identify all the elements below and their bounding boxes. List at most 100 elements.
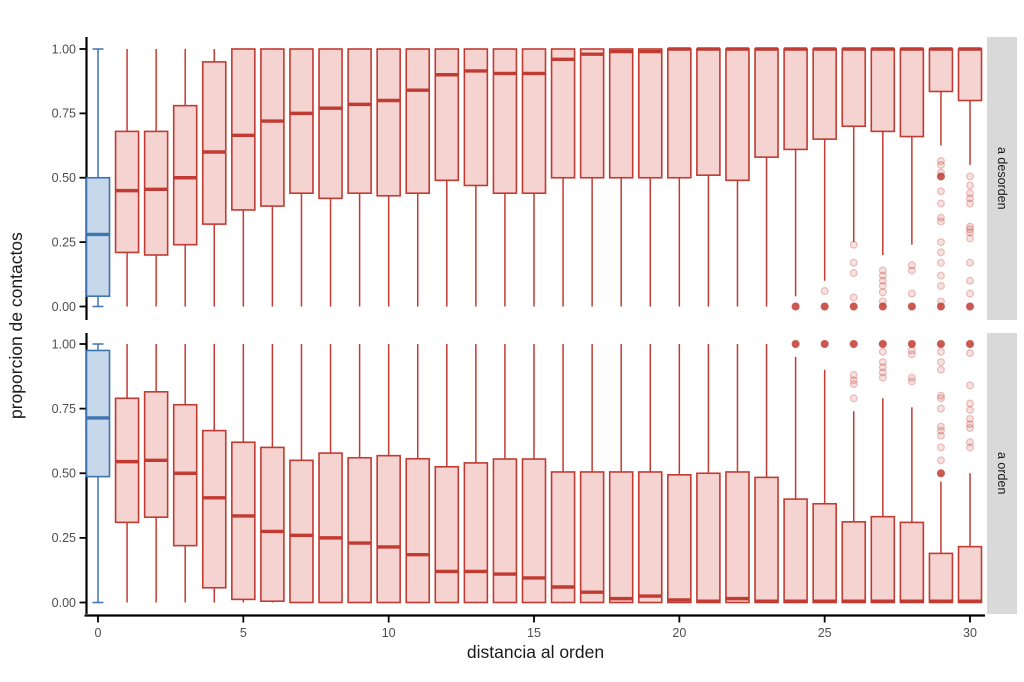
y-tick-label: 0.00 [52, 596, 76, 610]
boxplot-x30 [957, 47, 983, 311]
outlier-point [878, 368, 887, 377]
facet-strip-a-orden: a orden [987, 333, 1017, 614]
outlier-point [878, 276, 887, 285]
outlier-point [878, 373, 887, 382]
outlier-point [849, 240, 858, 249]
outlier-point [966, 234, 975, 243]
y-tick-label: 0.25 [52, 235, 76, 249]
boxplot-x16 [550, 344, 576, 604]
outlier-point [849, 269, 858, 278]
boxplot-x28 [899, 340, 925, 604]
boxplot-x19 [637, 344, 663, 604]
boxplot-x23 [754, 47, 779, 307]
box-iqr [492, 458, 518, 604]
boxplot-x8 [318, 48, 343, 307]
boxplot-x24 [783, 340, 808, 604]
outlier-point [878, 281, 887, 290]
boxplot-x20 [667, 344, 692, 604]
box-iqr [783, 498, 808, 604]
boxplot-x15 [521, 344, 547, 604]
boxplot-x16 [550, 48, 576, 307]
boxplot-x9 [347, 344, 372, 604]
box-iqr [754, 48, 779, 158]
box-iqr [667, 474, 692, 604]
outlier-point [966, 276, 975, 285]
outlier-point [907, 377, 916, 386]
box-iqr [928, 48, 954, 93]
box-iqr [172, 403, 198, 547]
outlier-point [907, 261, 916, 270]
box-iqr [957, 48, 983, 102]
boxplot-x14 [492, 344, 518, 604]
y-tick-label: 0.25 [52, 531, 76, 545]
box-iqr [696, 48, 721, 176]
facet-strip-a-desorden: a desorden [987, 37, 1017, 320]
box-iqr [434, 465, 460, 604]
outlier-point [936, 160, 945, 169]
boxplot-x19 [637, 48, 663, 307]
boxplot-x7 [289, 48, 314, 307]
boxplot-x7 [289, 344, 314, 604]
outlier-point [966, 289, 975, 298]
outlier-point-dark [849, 340, 858, 348]
box-iqr [667, 48, 692, 179]
boxplot-x10 [376, 344, 401, 604]
outlier-point [966, 438, 975, 447]
outlier-point-dark [936, 302, 945, 311]
outlier-point-dark [966, 302, 975, 311]
outlier-point-dark [849, 302, 858, 311]
outlier-point [936, 199, 945, 208]
boxplot-x26 [841, 340, 867, 604]
outlier-point-dark [878, 302, 887, 311]
outlier-point [878, 271, 887, 280]
y-tick-label: 1.00 [52, 42, 76, 56]
outlier-point-dark [791, 340, 800, 348]
box-iqr [812, 48, 837, 140]
box-iqr [463, 48, 489, 187]
box-iqr [870, 515, 896, 604]
outlier-point-dark [966, 340, 975, 348]
outlier-point [936, 365, 945, 374]
outlier-point [936, 443, 945, 452]
boxplot-x28 [899, 47, 925, 311]
boxplot-x5 [231, 344, 256, 603]
box-iqr [143, 130, 169, 256]
outlier-point [936, 187, 945, 196]
box-iqr [754, 476, 779, 604]
outlier-point [966, 420, 975, 429]
box-iqr [231, 441, 256, 601]
boxplot-x0 [85, 48, 111, 308]
x-tick-label: 0 [95, 626, 102, 640]
boxplot-x4 [201, 49, 227, 307]
facet-strip-label: a desorden [995, 147, 1009, 210]
box-iqr [899, 48, 925, 138]
box-iqr [289, 459, 314, 604]
outlier-point-dark [936, 172, 945, 181]
boxplot-x30 [957, 340, 983, 604]
outlier-point [849, 380, 858, 389]
boxplot-x22 [725, 344, 750, 604]
outlier-point [936, 281, 945, 290]
outlier-point [966, 194, 975, 203]
box-iqr [579, 471, 605, 604]
y-axis-title: proporcion de contactos [6, 232, 26, 420]
outlier-point [878, 266, 887, 275]
outlier-point [966, 181, 975, 190]
boxplot-x3 [172, 49, 198, 307]
outlier-point [907, 350, 916, 359]
outlier-point [966, 349, 975, 358]
box-iqr [521, 48, 547, 194]
boxplot-x21 [696, 344, 721, 604]
outlier-point [966, 228, 975, 237]
outlier-point [849, 258, 858, 267]
outlier-point-dark [936, 340, 945, 348]
box-iqr [637, 471, 663, 604]
boxplot-x20 [667, 47, 692, 307]
box-iqr [376, 454, 401, 604]
outlier-point [936, 422, 945, 431]
boxplot-x23 [754, 344, 779, 604]
box-iqr [231, 48, 256, 211]
box-iqr [696, 472, 721, 604]
facet-panel-0: 0.00 0.25 0.50 0.75 1.00 [52, 37, 983, 320]
outlier-point-dark [820, 340, 829, 348]
